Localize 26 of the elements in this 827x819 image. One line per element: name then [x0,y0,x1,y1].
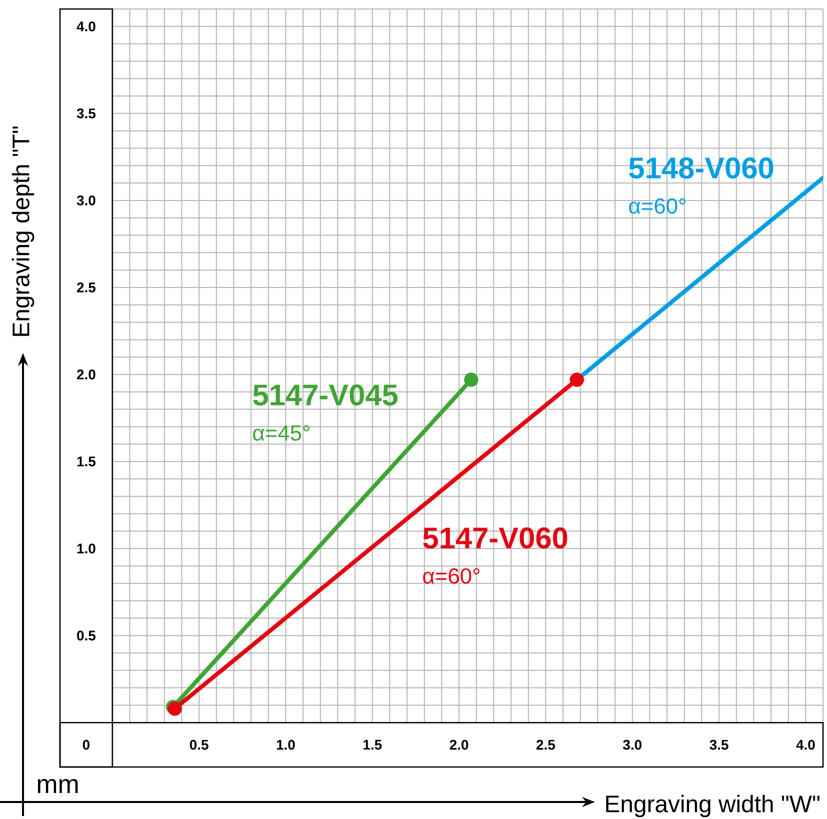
text: 0 [82,740,90,750]
x-tick-label: 4.0 [796,740,815,750]
y-tick-label: 3.0 [76,195,96,206]
text: mm [38,779,78,793]
y-tick-label: 2.0 [76,370,96,380]
y-tick-label: 2.5 [76,282,96,292]
x-tick-label: 3.5 [710,740,728,750]
series-label: 5147-V060 [423,527,568,549]
y-tick-label: 3.5 [76,108,96,118]
y-tick-label: 4.0 [76,21,96,32]
annotation: α=60° [423,568,480,584]
x-tick-label: 2.0 [450,740,468,750]
y-tick-label: 1.5 [77,456,96,466]
y-axis-title: Engraving depth "T" [12,126,34,336]
x-tick-label: 3.0 [622,740,642,750]
y-tick-label: 1.0 [77,544,96,554]
y-tick-label: 0.5 [77,630,96,641]
x-tick-label: 1.5 [364,740,382,750]
x-axis-title: Engraving width "W" [606,794,820,818]
annotation: α=45° [253,425,310,441]
x-tick-label: 1.0 [276,740,295,750]
annotation: α=60° [629,198,686,214]
x-tick-label: 2.5 [536,740,556,750]
x-tick-label: 0.5 [190,740,208,750]
series-label: 5148-V060 [629,157,774,179]
series-label: 5147-V045 [253,384,398,406]
